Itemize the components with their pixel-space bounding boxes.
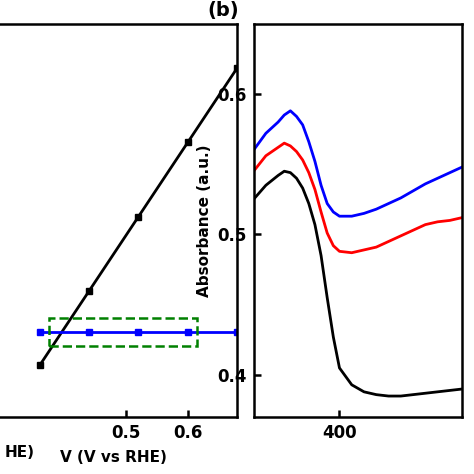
Text: (b): (b) bbox=[208, 1, 239, 20]
X-axis label: V (V vs RHE): V (V vs RHE) bbox=[60, 450, 167, 465]
Y-axis label: Absorbance (a.u.): Absorbance (a.u.) bbox=[197, 144, 211, 297]
Text: HE): HE) bbox=[5, 445, 35, 460]
Bar bbox=[49, 318, 197, 346]
